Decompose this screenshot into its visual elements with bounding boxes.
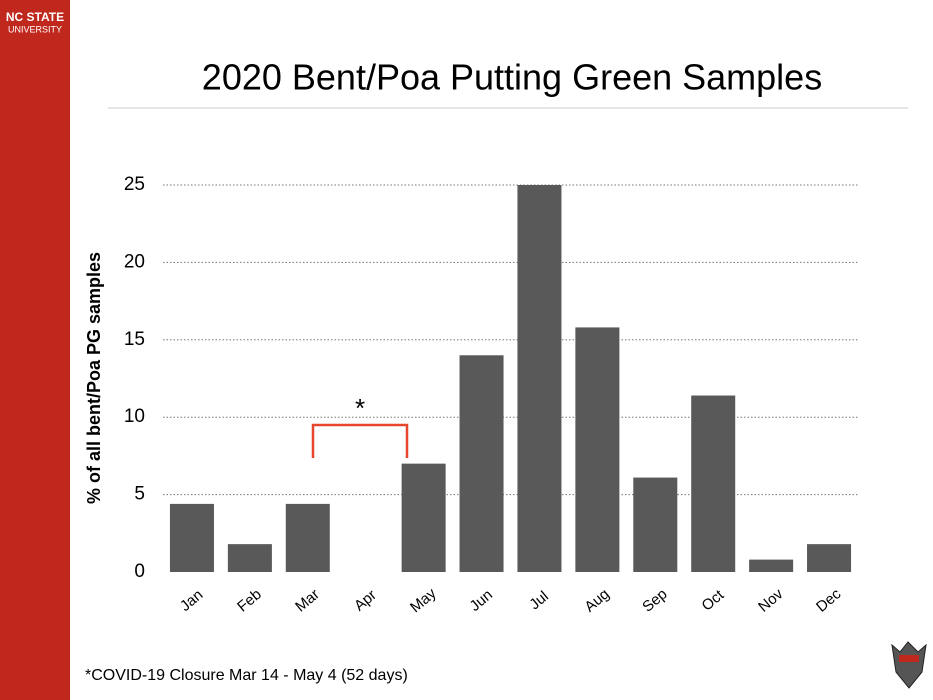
bar	[401, 463, 446, 572]
x-tick-label: Oct	[698, 586, 727, 615]
x-tick-label: Nov	[755, 585, 787, 615]
footnote: *COVID-19 Closure Mar 14 - May 4 (52 day…	[85, 667, 408, 684]
y-tick-label: 25	[124, 174, 145, 195]
y-tick-label: 20	[124, 251, 145, 272]
x-tick-label: Jul	[526, 588, 552, 613]
chart-title: 2020 Bent/Poa Putting Green Samples	[202, 57, 822, 98]
bar	[227, 544, 272, 572]
closure-bracket	[311, 423, 409, 458]
sidebar	[0, 0, 70, 700]
bar	[285, 503, 330, 572]
y-tick-label: 15	[124, 329, 145, 350]
bar	[691, 395, 736, 572]
bar	[169, 503, 214, 572]
x-tick-label: Jun	[466, 586, 495, 615]
y-tick-label: 5	[134, 484, 145, 505]
x-tick-label: Apr	[351, 587, 380, 615]
brand-name: NC STATE	[6, 10, 64, 24]
bar	[575, 327, 620, 572]
x-tick-label: Feb	[234, 586, 265, 616]
x-tick-label: May	[407, 585, 440, 617]
x-tick-label: Sep	[639, 585, 670, 615]
y-tick-label: 0	[134, 561, 145, 582]
x-tick-label: Mar	[292, 586, 323, 616]
bar	[749, 559, 794, 572]
bar	[807, 544, 852, 572]
x-tick-label: Dec	[813, 585, 845, 615]
x-tick-label: Jan	[177, 586, 206, 615]
annotation: *	[355, 393, 365, 423]
x-tick-label: Aug	[581, 585, 612, 615]
y-tick-label: 10	[124, 406, 145, 427]
bar	[517, 185, 562, 572]
y-axis-label: % of all bent/Poa PG samples	[84, 252, 104, 504]
bar	[633, 477, 678, 572]
bar	[459, 355, 504, 572]
mascot-logo	[891, 641, 927, 689]
brand-unit: UNIVERSITY	[8, 24, 62, 34]
